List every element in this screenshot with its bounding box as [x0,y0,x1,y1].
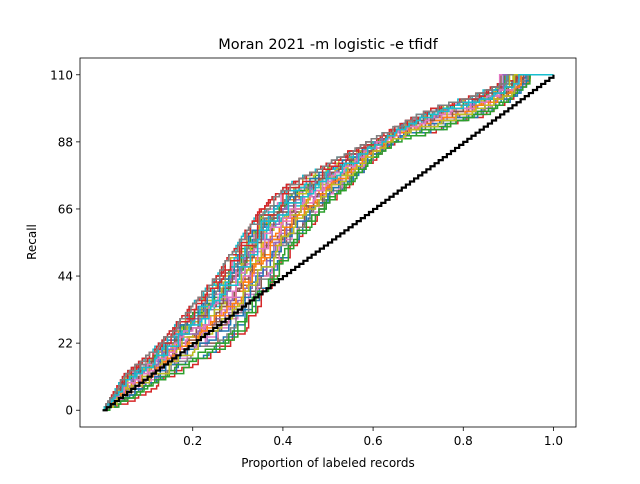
chart-title: Moran 2021 -m logistic -e tfidf [218,37,438,53]
y-tick-label: 44 [58,270,73,284]
x-axis-ticks: 0.2 0.4 0.6 0.8 1.0 [183,427,563,448]
plot-frame [79,57,577,428]
y-tick-label: 88 [58,135,73,149]
simulation-run-line [102,74,554,411]
x-tick-label: 0.6 [364,434,383,448]
x-tick-label: 0.8 [454,434,473,448]
simulation-run-line [102,74,554,411]
simulation-run-line [102,74,554,411]
simulation-runs [102,74,554,411]
simulation-run-line [102,74,554,411]
y-tick-label: 22 [58,337,73,351]
y-axis-label: Recall [25,224,39,260]
simulation-run-line [102,74,554,411]
reference-line [102,74,555,412]
x-tick-label: 0.2 [183,434,202,448]
x-tick-label: 1.0 [544,434,563,448]
y-tick-label: 66 [58,202,73,216]
y-tick-label: 110 [50,68,73,82]
x-axis-label: Proportion of labeled records [241,456,415,470]
random-baseline-line [102,74,555,412]
x-tick-label: 0.4 [273,434,292,448]
y-tick-label: 0 [65,404,73,418]
y-axis-ticks: 0 22 44 66 88 110 [50,68,80,418]
